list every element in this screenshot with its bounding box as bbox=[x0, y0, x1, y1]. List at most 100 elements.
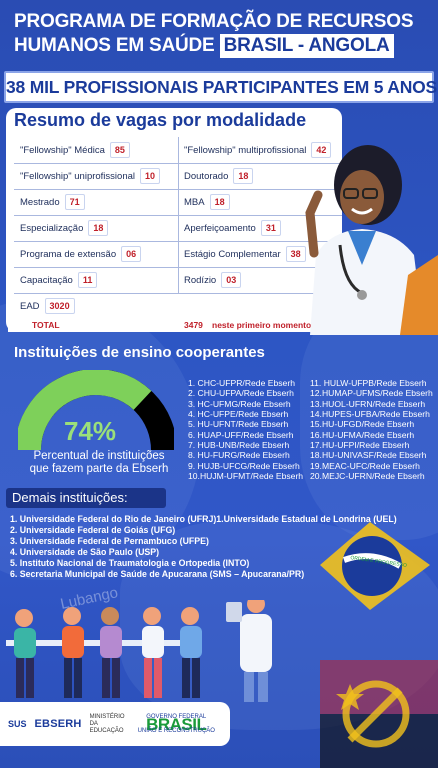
institution-list-1: 1. CHC-UFPR/Rede Ebserh 2. CHU-UFPA/Rede … bbox=[188, 378, 303, 481]
demais-item: 4. Universidade de São Paulo (USP) bbox=[10, 547, 160, 557]
grid-divider bbox=[178, 137, 179, 293]
modalidade-cell: "Fellowship" Médica 85 bbox=[20, 139, 130, 161]
students-illustration bbox=[6, 600, 272, 702]
grid-divider bbox=[14, 293, 342, 294]
modalidade-cell: MBA 18 bbox=[184, 191, 230, 213]
modalidade-label: Estágio Complementar bbox=[184, 248, 281, 260]
caption-line-2: que fazem parte da Ebserh bbox=[29, 463, 169, 475]
footer-logos: SUS EBSERH MINISTÉRIO DA EDUCAÇÃO GOVERN… bbox=[0, 702, 230, 746]
modalidade-label: "Fellowship" multiprofissional bbox=[184, 144, 307, 156]
mec-logo: MINISTÉRIO DA EDUCAÇÃO bbox=[90, 714, 130, 735]
caption-line-1: Percentual de instituições bbox=[33, 450, 165, 462]
modalidade-cell: Aperfeiçoamento 31 bbox=[184, 217, 281, 239]
gauge-caption: Percentual de instituições que fazem par… bbox=[16, 450, 182, 476]
modalidade-cell: Mestrado 71 bbox=[20, 191, 85, 213]
page-title: PROGRAMA DE FORMAÇÃO DE RECURSOS HUMANOS… bbox=[14, 10, 434, 58]
institution-item: 8. HU-FURG/Rede Ebserh bbox=[188, 450, 290, 461]
modalidade-label: EAD bbox=[20, 300, 40, 312]
gov-logo: GOVERNO FEDERAL BRASIL UNIÃO E RECONSTRU… bbox=[138, 714, 215, 735]
modalidade-value: 10 bbox=[140, 168, 161, 184]
sus-logo: SUS bbox=[8, 719, 27, 729]
modalidade-cell: Doutorado 18 bbox=[184, 165, 254, 187]
title-highlight: BRASIL - ANGOLA bbox=[219, 34, 394, 58]
institution-item: 3. HC-UFMG/Rede Ebserh bbox=[188, 398, 291, 409]
institution-item: 11. HULW-UFPB/Rede Ebserh bbox=[310, 378, 427, 388]
title-line-2: HUMANOS EM SAÚDE BRASIL - ANGOLA bbox=[14, 34, 434, 58]
modalidade-value: 85 bbox=[109, 142, 130, 158]
institution-item: 12.HUMAP-UFMS/Rede Ebserh bbox=[310, 388, 433, 399]
institution-item: 13.HUOL-UFRN/Rede Ebserh bbox=[310, 398, 426, 409]
banner-text: 38 MIL PROFISSIONAIS PARTICIPANTES EM 5 … bbox=[6, 77, 438, 97]
modalidade-label: "Fellowship" uniprofissional bbox=[20, 170, 135, 182]
modalidade-value: 18 bbox=[233, 168, 254, 184]
institution-item: 10.HUJM-UFMT/Rede Ebserh bbox=[188, 471, 304, 482]
modalidade-cell: EAD 3020 bbox=[20, 295, 75, 317]
institution-item: 19.MEAC-UFC/Rede Ebserh bbox=[310, 460, 420, 471]
institution-item: 7. HUB-UNB/Rede Ebserh bbox=[188, 440, 290, 451]
modalidade-value: 31 bbox=[260, 220, 281, 236]
modalidade-label: Mestrado bbox=[20, 196, 60, 208]
modalidade-value: 06 bbox=[121, 246, 142, 262]
resumo-title: Resumo de vagas por modalidade bbox=[14, 110, 307, 130]
modalidade-cell: "Fellowship" uniprofissional 10 bbox=[20, 165, 161, 187]
total-row: TOTAL 3479 neste primeiro momento bbox=[8, 318, 338, 332]
institution-list-2: 11. HULW-UFPB/Rede Ebserh 12.HUMAP-UFMS/R… bbox=[310, 378, 433, 481]
institution-item: 14.HUPES-UFBA/Rede Ebserh bbox=[310, 409, 430, 420]
gauge-fill bbox=[18, 370, 152, 451]
modalidade-cell: Especialização 18 bbox=[20, 217, 109, 239]
demais-list: 1. Universidade Federal do Rio de Janeir… bbox=[10, 514, 430, 580]
demais-item: 1. Universidade Federal do Rio de Janeir… bbox=[10, 514, 397, 524]
title-line-1: PROGRAMA DE FORMAÇÃO DE RECURSOS bbox=[14, 11, 414, 32]
institution-item: 16.HU-UFMA/Rede Ebserh bbox=[310, 429, 415, 440]
institution-item: 18.HU-UNIVASF/Rede Ebserh bbox=[310, 450, 427, 461]
ebserh-logo: EBSERH bbox=[34, 718, 82, 730]
institution-item: 20.MEJC-UFRN/Rede Ebserh bbox=[310, 471, 425, 482]
demais-item: 3. Universidade Federal de Pernambuco (U… bbox=[10, 536, 209, 546]
modalidade-cell: Programa de extensão 06 bbox=[20, 243, 142, 265]
total-value: 3479 bbox=[184, 320, 203, 330]
gov-line-2: UNIÃO E RECONSTRUÇÃO bbox=[137, 727, 215, 734]
demais-item: 5. Instituto Nacional de Traumatologia e… bbox=[10, 558, 250, 568]
institution-item: 6. HUAP-UFF/Rede Ebserh bbox=[188, 429, 294, 440]
modalidade-value: 3020 bbox=[44, 298, 75, 314]
mec-line-2: EDUCAÇÃO bbox=[89, 727, 124, 734]
percent-gauge bbox=[18, 370, 174, 451]
doctor-illustration bbox=[305, 145, 438, 335]
modalidade-cell: "Fellowship" multiprofissional 42 bbox=[184, 139, 332, 161]
demais-item: 2. Universidade Federal de Goiás (UFG) bbox=[10, 525, 176, 535]
total-label: TOTAL bbox=[32, 320, 60, 330]
title-line-2-prefix: HUMANOS EM SAÚDE bbox=[14, 35, 215, 56]
modalidade-value: 18 bbox=[88, 220, 109, 236]
modalidade-cell: Capacitação 11 bbox=[20, 269, 98, 291]
total-note: neste primeiro momento bbox=[212, 320, 312, 330]
modalidade-label: Rodízio bbox=[184, 274, 217, 286]
modalidade-label: MBA bbox=[184, 196, 205, 208]
institution-item: 15.HU-UFGD/Rede Ebserh bbox=[310, 419, 415, 430]
map-shape bbox=[300, 300, 438, 540]
institution-item: 1. CHC-UFPR/Rede Ebserh bbox=[188, 378, 295, 388]
institution-item: 17.HU-UFPI/Rede Ebserh bbox=[310, 440, 410, 451]
modalidade-cell: Estágio Complementar 38 bbox=[184, 243, 306, 265]
modalidade-label: Aperfeiçoamento bbox=[184, 222, 256, 234]
modalidade-label: Programa de extensão bbox=[20, 248, 117, 260]
participants-banner: 38 MIL PROFISSIONAIS PARTICIPANTES EM 5 … bbox=[4, 71, 438, 103]
modalidade-label: Doutorado bbox=[184, 170, 229, 182]
mec-line-1: MINISTÉRIO DA bbox=[89, 713, 125, 727]
modalidade-value: 42 bbox=[311, 142, 332, 158]
brazil-flag: ORDEM E PROGRESSO bbox=[320, 522, 430, 610]
modalidade-label: "Fellowship" Médica bbox=[20, 144, 105, 156]
angola-emblem bbox=[320, 660, 438, 768]
resumo-panel: Resumo de vagas por modalidade "Fellowsh… bbox=[6, 108, 342, 332]
instituicoes-title: Instituições de ensino cooperantes bbox=[14, 344, 265, 361]
modalidade-value: 71 bbox=[64, 194, 85, 210]
modalidade-value: 38 bbox=[285, 246, 306, 262]
modalidade-value: 03 bbox=[221, 272, 242, 288]
modalidade-label: Capacitação bbox=[20, 274, 73, 286]
institution-item: 9. HUJB-UFCG/Rede Ebserh bbox=[188, 460, 300, 471]
modalidade-value: 18 bbox=[209, 194, 230, 210]
modalidade-cell: Rodízio 03 bbox=[184, 269, 242, 291]
gauge-percent: 74% bbox=[64, 416, 117, 446]
modalidade-label: Especialização bbox=[20, 222, 84, 234]
modalidade-value: 11 bbox=[77, 272, 98, 288]
institution-item: 5. HU-UFNT/Rede Ebserh bbox=[188, 419, 289, 430]
